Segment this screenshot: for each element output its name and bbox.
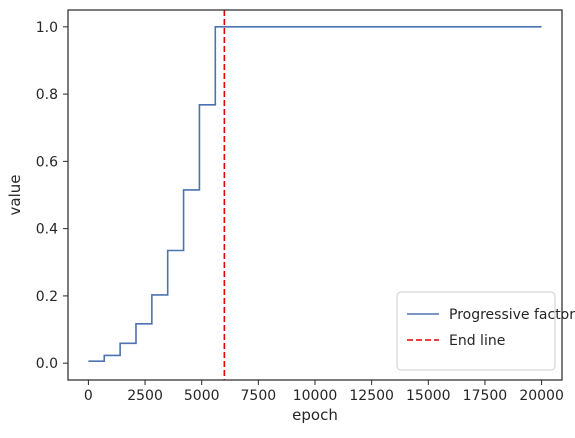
y-tick-label: 0.0 bbox=[36, 356, 58, 372]
x-tick-label: 20000 bbox=[519, 388, 564, 404]
legend: Progressive factor End line bbox=[397, 292, 575, 370]
legend-box bbox=[397, 292, 555, 370]
x-tick-label: 2500 bbox=[127, 388, 163, 404]
x-tick-label: 5000 bbox=[184, 388, 220, 404]
legend-label: End line bbox=[449, 333, 505, 349]
y-tick-label: 0.2 bbox=[36, 289, 58, 305]
y-tick-label: 1.0 bbox=[36, 20, 58, 36]
y-tick-label: 0.4 bbox=[36, 222, 58, 238]
x-tick-label: 7500 bbox=[241, 388, 277, 404]
x-tick-label: 10000 bbox=[293, 388, 338, 404]
x-axis-title: epoch bbox=[292, 406, 338, 424]
y-tick-label: 0.8 bbox=[36, 87, 58, 103]
y-axis-title: value bbox=[6, 175, 24, 216]
y-tick-label: 0.6 bbox=[36, 154, 58, 170]
x-tick-label: 0 bbox=[84, 388, 93, 404]
x-tick-label: 12500 bbox=[349, 388, 394, 404]
x-tick-label: 17500 bbox=[463, 388, 508, 404]
x-tick-label: 15000 bbox=[406, 388, 451, 404]
legend-label: Progressive factor bbox=[449, 307, 575, 323]
